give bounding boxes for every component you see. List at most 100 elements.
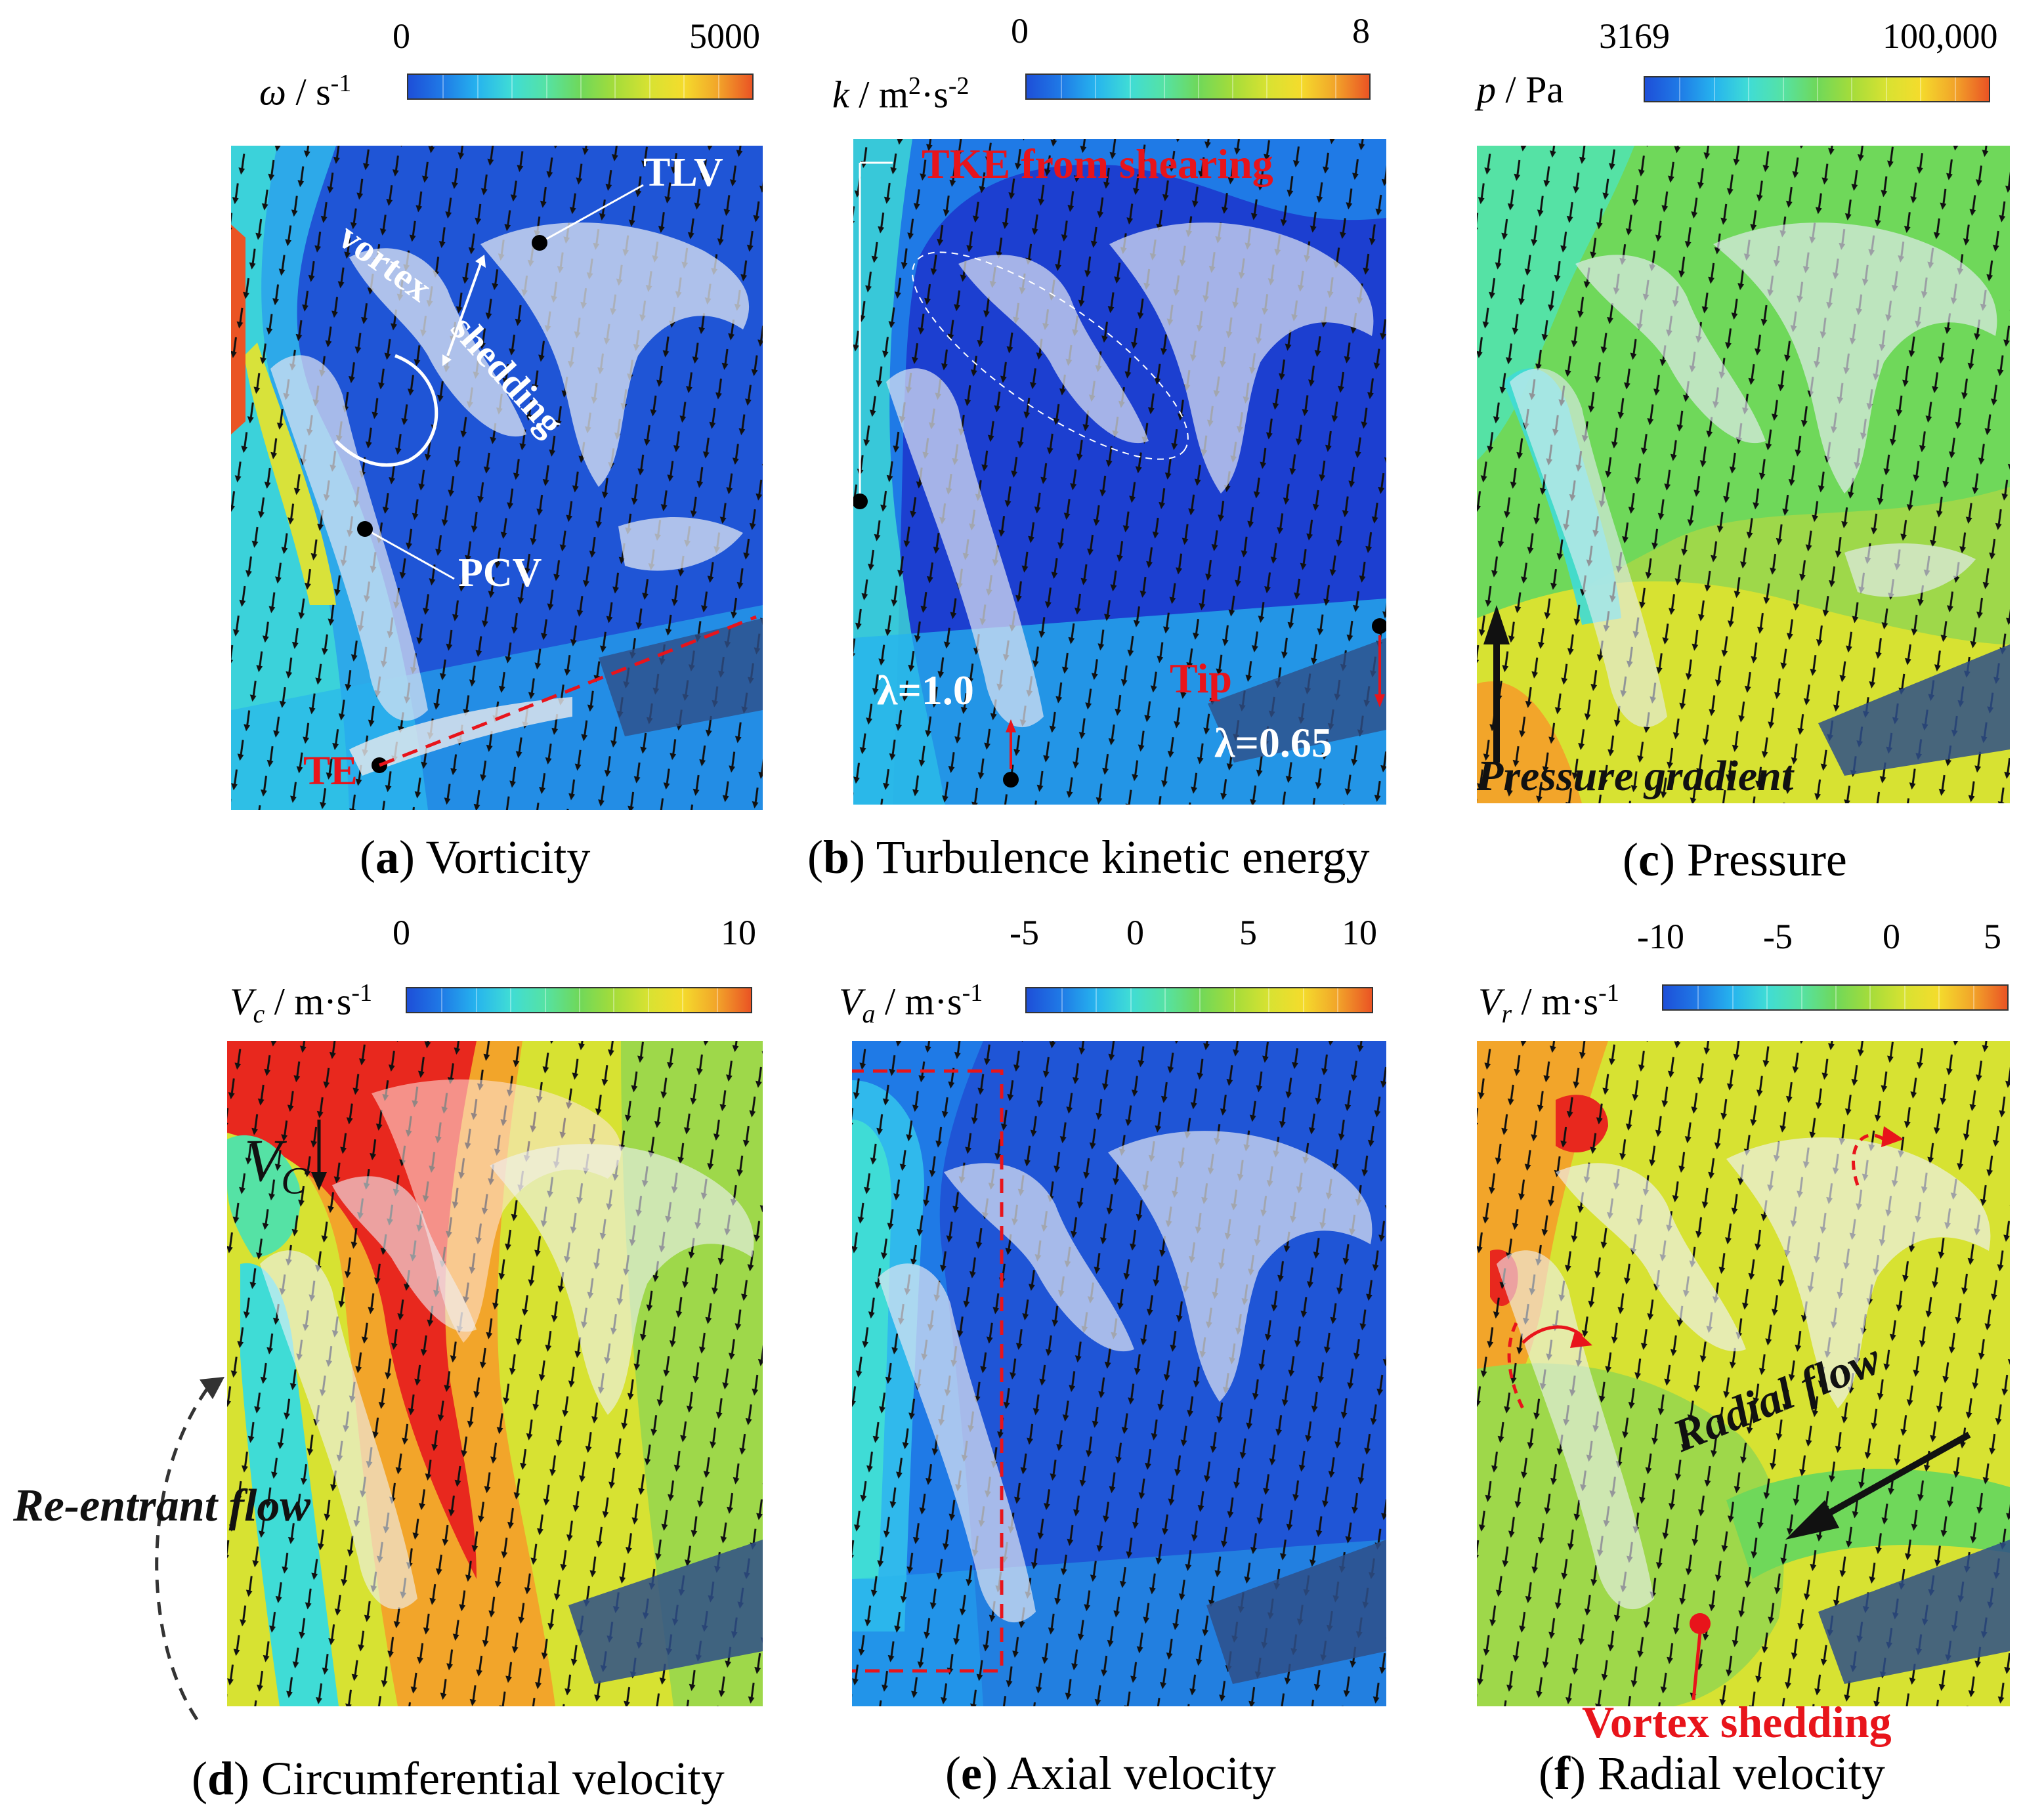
colorbar-e-label: Va / m·s-1 bbox=[839, 979, 983, 1028]
colorbar-segment bbox=[1268, 988, 1270, 1012]
colorbar-segment bbox=[1129, 75, 1131, 98]
colorbar-segment bbox=[442, 75, 444, 98]
colorbar-segment bbox=[1337, 988, 1339, 1012]
colorbar-segment bbox=[1300, 75, 1302, 98]
colorbar-c-label: p / Pa bbox=[1477, 68, 1564, 111]
colorbar-segment bbox=[545, 75, 547, 98]
colorbar-segment bbox=[1782, 77, 1784, 101]
annotation-tke-shearing: TKE from shearing bbox=[922, 140, 1273, 187]
colorbar-segment bbox=[1302, 988, 1304, 1012]
colorbar-segment bbox=[1835, 986, 1837, 1009]
annotation-pcv: PCV bbox=[458, 551, 542, 595]
colorbar-f-tick-3: 0 bbox=[1883, 917, 1900, 956]
colorbar-e bbox=[1025, 987, 1373, 1013]
colorbar-segment bbox=[1851, 77, 1853, 101]
annotation-lambda-1: λ=1.0 bbox=[877, 667, 974, 713]
colorbar-segment bbox=[1697, 986, 1699, 1009]
colorbar-a-tick-min: 0 bbox=[393, 16, 410, 56]
colorbar-f-tick-1: -10 bbox=[1637, 917, 1684, 956]
colorbar-segment bbox=[682, 988, 684, 1012]
vortex-shedding-marker bbox=[1690, 1613, 1711, 1700]
colorbar-segment bbox=[1334, 75, 1336, 98]
colorbar-segment bbox=[1748, 77, 1750, 101]
colorbar-f-tick-4: 5 bbox=[1984, 917, 2001, 956]
panel-d-image bbox=[227, 1041, 763, 1706]
colorbar-segment bbox=[1679, 77, 1681, 101]
colorbar-b bbox=[1025, 74, 1371, 100]
colorbar-f-tick-2: -5 bbox=[1763, 917, 1793, 956]
colorbar-segment bbox=[1885, 77, 1887, 101]
caption-d: (d) Circumferential velocity bbox=[192, 1752, 725, 1805]
colorbar-segment bbox=[1954, 77, 1956, 101]
panel-b-image bbox=[853, 139, 1386, 805]
colorbar-d-tick-max: 10 bbox=[721, 913, 756, 952]
colorbar-segment bbox=[1938, 986, 1940, 1009]
colorbar-segment bbox=[579, 988, 580, 1012]
colorbar-segment bbox=[1800, 986, 1802, 1009]
colorbar-segment bbox=[647, 988, 649, 1012]
colorbar-segment bbox=[1096, 988, 1097, 1012]
colorbar-segment bbox=[1163, 75, 1165, 98]
colorbar-segment bbox=[477, 75, 479, 98]
reentrant-arrow bbox=[155, 1377, 224, 1721]
annotation-tlv: TLV bbox=[643, 150, 723, 195]
colorbar-b-label: k / m2·s-2 bbox=[832, 72, 969, 116]
colorbar-segment bbox=[580, 75, 582, 98]
colorbar-c bbox=[1644, 76, 1990, 102]
colorbar-segment bbox=[683, 75, 685, 98]
colorbar-d-label: Vc / m·s-1 bbox=[230, 979, 372, 1028]
colorbar-d-tick-min: 0 bbox=[393, 913, 410, 952]
colorbar-segment bbox=[1199, 988, 1201, 1012]
annotation-vc: VC bbox=[244, 1127, 307, 1202]
colorbar-segment bbox=[475, 988, 477, 1012]
annotation-reentrant-flow: Re-entrant flow bbox=[13, 1481, 311, 1531]
colorbar-segment bbox=[1061, 988, 1063, 1012]
colorbar-a-tick-max: 5000 bbox=[689, 16, 760, 56]
panel-a-image bbox=[231, 146, 763, 810]
colorbar-segment bbox=[1713, 77, 1715, 101]
colorbar-segment bbox=[441, 988, 443, 1012]
markers-b bbox=[853, 494, 1386, 788]
colorbar-segment bbox=[613, 988, 615, 1012]
colorbar-segment bbox=[511, 75, 513, 98]
annotation-tip: Tip bbox=[1170, 655, 1232, 702]
colorbar-segment bbox=[1232, 75, 1234, 98]
colorbar-segment bbox=[1233, 988, 1235, 1012]
annotation-pressure-gradient: Pressure gradient bbox=[1477, 752, 1794, 800]
colorbar-b-tick-max: 8 bbox=[1352, 11, 1370, 51]
colorbar-segment bbox=[1198, 75, 1199, 98]
caption-c: (c) Pressure bbox=[1623, 833, 1847, 886]
colorbar-segment bbox=[1095, 75, 1097, 98]
annotation-lambda-065: λ=0.65 bbox=[1214, 719, 1332, 766]
colorbar-segment bbox=[1920, 77, 1922, 101]
colorbar-segment bbox=[717, 75, 719, 98]
panel-c-image bbox=[1477, 146, 2010, 803]
colorbar-segment bbox=[1130, 988, 1132, 1012]
colorbar-segment bbox=[1061, 75, 1063, 98]
colorbar-segment bbox=[614, 75, 616, 98]
panel-f-image bbox=[1477, 1041, 2010, 1706]
annotation-vortex-shedding: Vortex shedding bbox=[1582, 1697, 1892, 1747]
panel-e-image bbox=[852, 1041, 1386, 1706]
colorbar-f-label: Vr / m·s-1 bbox=[1478, 979, 1619, 1028]
colorbar-f bbox=[1662, 984, 2009, 1011]
caption-a: (a) Vorticity bbox=[360, 831, 591, 883]
colorbar-d bbox=[406, 987, 752, 1013]
colorbar-segment bbox=[1904, 986, 1906, 1009]
colorbar-segment bbox=[649, 75, 650, 98]
caption-e: (e) Axial velocity bbox=[945, 1747, 1276, 1799]
colorbar-c-tick-max: 100,000 bbox=[1883, 16, 1998, 56]
colorbar-segment bbox=[544, 988, 546, 1012]
leader-lines-a bbox=[335, 184, 757, 773]
colorbar-segment bbox=[1869, 986, 1871, 1009]
annotation-te: TE bbox=[303, 749, 358, 793]
colorbar-segment bbox=[1266, 75, 1268, 98]
colorbar-a-label: ω / s-1 bbox=[259, 70, 352, 114]
colorbar-a bbox=[407, 74, 754, 100]
colorbar-segment bbox=[1732, 986, 1734, 1009]
colorbar-c-tick-min: 3169 bbox=[1599, 16, 1670, 56]
colorbar-segment bbox=[716, 988, 718, 1012]
colorbar-e-tick-3: 5 bbox=[1239, 913, 1257, 952]
colorbar-segment bbox=[1972, 986, 1974, 1009]
caption-f: (f) Radial velocity bbox=[1539, 1747, 1885, 1799]
